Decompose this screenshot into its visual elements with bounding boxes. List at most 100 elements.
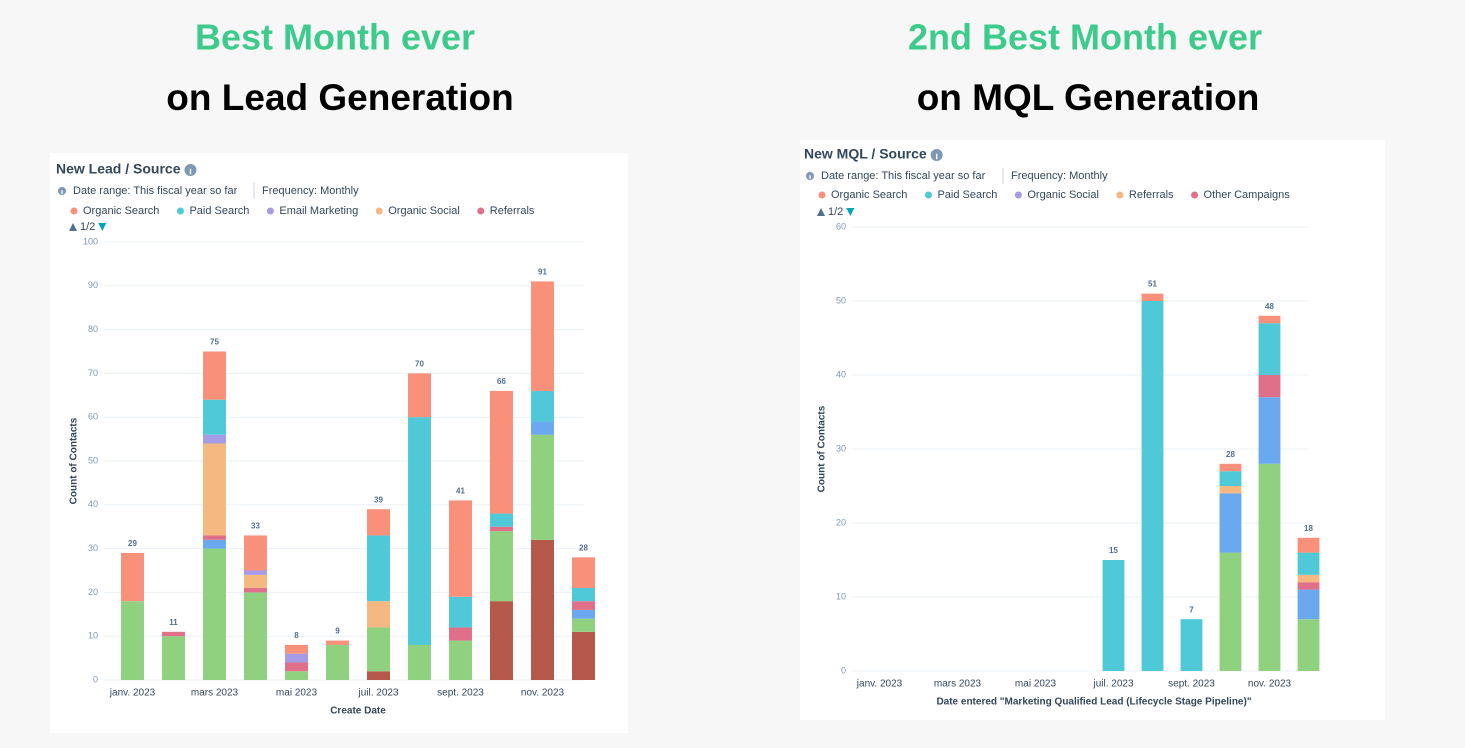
bar-segment (1219, 493, 1242, 553)
bar-segment (203, 399, 226, 435)
legend-swatch (477, 207, 485, 215)
x-tick-label: juil. 2023 (357, 688, 398, 699)
bar-segment (572, 588, 595, 602)
bar-segment (408, 417, 431, 645)
bar-segment (367, 535, 390, 602)
bar-segment (367, 509, 390, 536)
legend-pager: 1/2 (80, 221, 95, 233)
legend-swatch (176, 207, 184, 215)
legend-swatch (1191, 191, 1199, 199)
bar-segment (203, 351, 226, 400)
card-title: New Lead / Source (56, 161, 181, 177)
bar-segment (1141, 293, 1164, 301)
total-label: 48 (1265, 302, 1274, 311)
bar-segment (326, 644, 349, 680)
frequency: Frequency: Monthly (262, 185, 359, 197)
legend-swatch (818, 191, 826, 199)
total-label: 70 (415, 360, 424, 369)
y-tick-label: 80 (88, 324, 98, 334)
bar-segment (572, 618, 595, 632)
y-tick-label: 50 (88, 455, 98, 465)
y-tick-label: 20 (836, 517, 846, 527)
pager-up (69, 223, 77, 231)
bar-segment (572, 601, 595, 610)
bar-segment (121, 552, 144, 602)
y-tick-label: 70 (88, 368, 98, 378)
y-tick-label: 40 (836, 369, 846, 379)
y-axis-title: Count of Contacts (817, 405, 828, 492)
bar-segment (1219, 486, 1242, 494)
info-icon (809, 175, 811, 179)
total-label: 28 (1226, 450, 1235, 459)
frequency: Frequency: Monthly (1011, 170, 1108, 182)
info-icon (935, 153, 938, 160)
bar-segment (1258, 397, 1281, 464)
total-label: 18 (1304, 524, 1313, 533)
bar-segment (244, 574, 267, 589)
bar-segment (531, 390, 554, 422)
bar-segment (531, 281, 554, 391)
bar-segment (1297, 619, 1320, 671)
bar-segment (572, 557, 595, 589)
bar-segment (1297, 574, 1320, 583)
total-label: 28 (579, 543, 588, 552)
y-tick-label: 90 (88, 280, 98, 290)
bar-segment (367, 627, 390, 672)
bar-segment (408, 373, 431, 418)
total-label: 33 (251, 522, 260, 531)
bar-segment (367, 671, 390, 680)
bar-segment (449, 640, 472, 680)
bar-segment (1141, 301, 1164, 671)
legend-swatch (70, 207, 78, 215)
bar-segment (1219, 471, 1242, 486)
x-tick-label: janv. 2023 (109, 688, 156, 699)
bar-segment (244, 570, 267, 575)
bar-segment (203, 535, 226, 540)
bar-segment (162, 631, 185, 637)
bar-segment (449, 596, 472, 628)
y-tick-label: 0 (93, 674, 98, 684)
bar-segment (531, 434, 554, 540)
x-tick-label: sept. 2023 (437, 688, 484, 699)
bar-segment (1258, 323, 1281, 375)
total-label: 11 (169, 618, 178, 627)
bar-segment (1297, 582, 1320, 590)
pager-up (817, 208, 825, 216)
subtitle: Date range: This fiscal year so far (821, 170, 986, 182)
legend-swatch (1116, 191, 1124, 199)
y-tick-label: 60 (88, 412, 98, 422)
heading: on Lead Generation (166, 77, 513, 118)
total-label: 9 (335, 627, 340, 636)
card (800, 140, 1385, 720)
bar-segment (244, 592, 267, 680)
bar-segment (203, 434, 226, 444)
y-tick-label: 60 (836, 221, 846, 231)
total-label: 15 (1109, 546, 1118, 555)
bar-segment (121, 601, 144, 680)
total-label: 41 (456, 487, 465, 496)
bar-segment (490, 526, 513, 532)
card-title: New MQL / Source (804, 146, 927, 162)
bar-segment (490, 601, 513, 680)
bar-segment (162, 636, 185, 680)
bar-segment (572, 631, 595, 680)
y-tick-label: 40 (88, 499, 98, 509)
bar-segment (244, 588, 267, 593)
bar-segment (285, 662, 308, 672)
bar-segment (449, 500, 472, 597)
pager-down[interactable] (846, 208, 855, 216)
y-tick-label: 10 (88, 631, 98, 641)
info-icon (61, 190, 63, 194)
bar-segment (1258, 375, 1281, 398)
legend-swatch (1014, 191, 1022, 199)
x-tick-label: mai 2023 (276, 688, 318, 699)
bar-segment (285, 671, 308, 680)
total-label: 66 (497, 377, 506, 386)
x-tick-label: mars 2023 (934, 679, 982, 690)
bar-segment (1102, 560, 1125, 671)
pager-down[interactable] (98, 223, 107, 231)
total-label: 75 (210, 338, 219, 347)
total-label: 7 (1189, 605, 1194, 614)
y-tick-label: 50 (836, 295, 846, 305)
